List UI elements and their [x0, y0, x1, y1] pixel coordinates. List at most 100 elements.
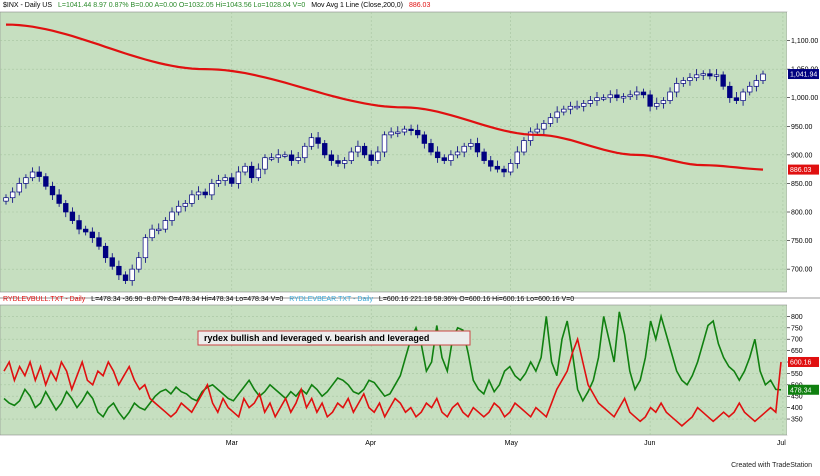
indicator-y-tick-label: 350 — [791, 417, 803, 424]
candle-body — [707, 73, 713, 77]
candle-body — [434, 151, 441, 159]
price-y-tick-label: 700.00 — [791, 267, 813, 274]
price-panel-background — [0, 11, 788, 293]
annotation-text: rydex bullish and leveraged v. bearish a… — [204, 333, 429, 343]
price-y-tick-label: 1,000.00 — [791, 95, 818, 102]
bear-last-value-label: 600.16 — [790, 359, 812, 366]
candle-body — [408, 128, 414, 131]
candle-body — [481, 151, 487, 161]
indicator-y-tick-label: 750 — [791, 325, 803, 332]
candle-body — [202, 191, 208, 196]
last-price-box — [788, 69, 819, 80]
candle-body — [554, 111, 560, 119]
candle-body — [448, 154, 454, 161]
ma-value-label: 886.03 — [790, 167, 812, 174]
candle-body — [156, 228, 162, 231]
candle-body — [667, 91, 673, 101]
candle-body — [740, 91, 746, 101]
candle-body — [454, 151, 461, 156]
candle-body — [235, 171, 242, 184]
candle-body — [647, 94, 653, 107]
candle-body — [760, 73, 766, 81]
credit-label: Created with TradeStation — [731, 462, 812, 469]
x-tick-label-mar: Mar — [226, 440, 239, 447]
candle-body — [268, 157, 275, 160]
candle-body — [468, 143, 474, 147]
candle-body — [49, 185, 56, 196]
x-tick-label-may: May — [505, 440, 519, 447]
candle-body — [507, 163, 514, 173]
candle-body — [23, 177, 29, 184]
indicator-y-tick-label: 650 — [791, 348, 803, 355]
candle-body — [102, 245, 109, 259]
candle-body — [634, 91, 640, 96]
candle-body — [375, 151, 381, 161]
candle-body — [315, 137, 321, 144]
price-y-tick-label: 950.00 — [791, 124, 813, 131]
candle-body — [620, 96, 627, 99]
candle-body — [720, 74, 726, 87]
top-header: $INX - Daily US L=1041.44 8.97 0.87% B=0… — [3, 2, 430, 9]
candle-body — [428, 143, 434, 153]
bear-series-quote: L=600.16 221.18 58.36% O=600.16 Hi=600.1… — [378, 296, 575, 303]
candle-body — [614, 94, 620, 99]
candle-body — [388, 131, 394, 136]
candle-body — [9, 191, 16, 199]
candle-body — [514, 151, 520, 164]
candle-body — [693, 74, 700, 79]
candle-body — [222, 177, 228, 181]
candle-body — [521, 140, 527, 153]
last-price-label: 1,041.94 — [790, 72, 817, 79]
candle-body — [282, 154, 288, 157]
candle-body — [295, 157, 301, 161]
candle-body — [660, 100, 667, 104]
candle-body — [215, 180, 222, 184]
candle-body — [182, 203, 188, 207]
bear-series-name: RYDLEVBEAR.TXT - Daily — [289, 296, 373, 303]
candle-body — [361, 145, 368, 156]
indicator-y-tick-label: 450 — [791, 394, 803, 401]
candle-body — [747, 85, 753, 93]
candle-body — [441, 157, 447, 161]
price-y-tick-label: 850.00 — [791, 181, 813, 188]
candle-body — [136, 257, 142, 270]
candle-body — [249, 165, 255, 179]
candle-body — [355, 145, 361, 153]
candle-body — [488, 160, 494, 167]
x-tick-label-apr: Apr — [365, 440, 377, 447]
candle-body — [63, 203, 69, 213]
candle-body — [727, 85, 733, 99]
candle-body — [541, 123, 547, 130]
candle-body — [335, 160, 341, 164]
candle-body — [69, 211, 76, 221]
candle-body — [567, 105, 574, 110]
candle-body — [600, 97, 607, 100]
bull-series-name: RYDLEVBULL.TXT - Daily — [3, 296, 86, 303]
bear-series-line — [3, 336, 782, 427]
candle-body — [474, 143, 481, 153]
candle-body — [674, 83, 680, 93]
candle-body — [587, 100, 594, 104]
x-tick-label-jun: Jun — [644, 440, 655, 447]
candle-body — [262, 157, 268, 170]
candle-body — [581, 103, 587, 107]
candle-body — [561, 108, 567, 113]
candle-body — [594, 97, 600, 101]
indicator-y-tick-label: 700 — [791, 337, 803, 344]
bear-last-value-box — [788, 356, 819, 367]
bull-last-value-box — [788, 384, 819, 395]
candle-body — [348, 151, 354, 161]
candle-body — [368, 154, 374, 161]
candle-body — [328, 154, 335, 161]
candle-body — [527, 131, 534, 141]
candle-body — [308, 137, 315, 147]
candle-body — [381, 134, 388, 153]
candle-body — [607, 94, 613, 99]
candle-body — [43, 176, 49, 187]
candle-body — [680, 80, 686, 84]
candle-body — [16, 183, 22, 193]
symbol-label: $INX - Daily US — [3, 2, 53, 9]
annotation-box — [197, 330, 471, 346]
